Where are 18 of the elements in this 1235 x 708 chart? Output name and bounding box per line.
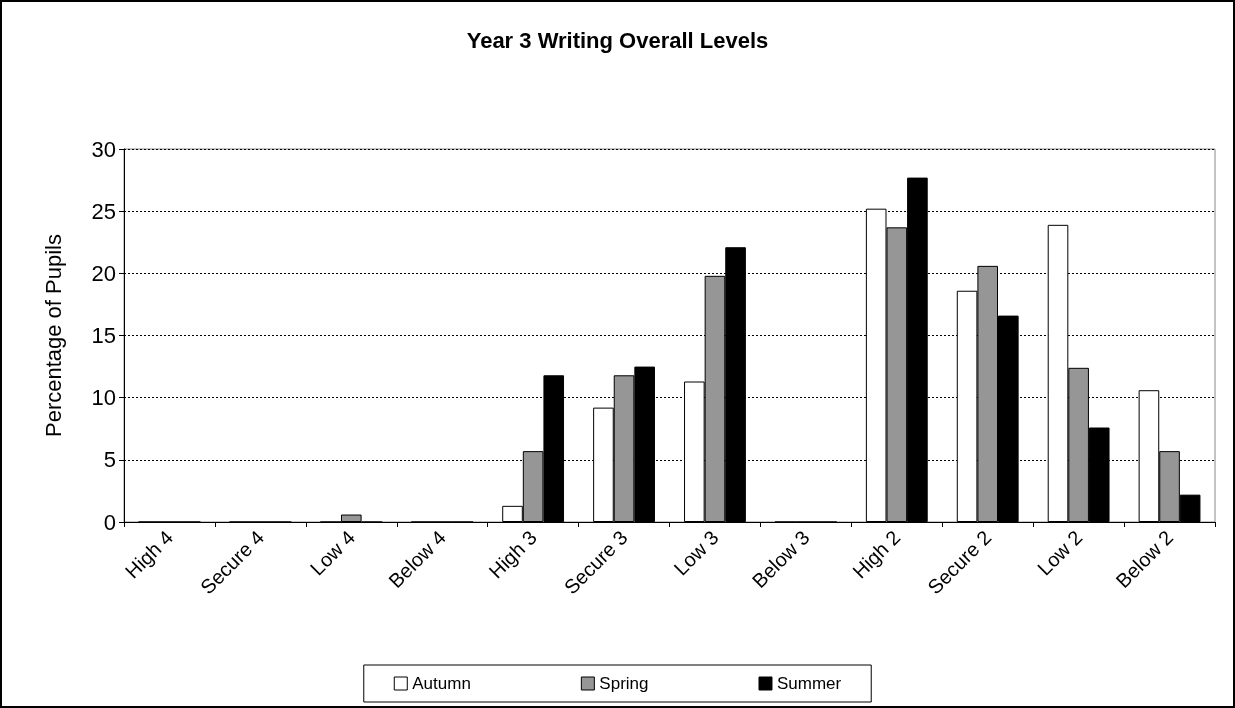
x-tick-label: Low 4: [305, 526, 360, 580]
y-tick-label: 30: [91, 136, 116, 162]
y-tick-label: 5: [103, 447, 116, 473]
y-tick-label: 10: [91, 385, 116, 411]
legend-label: Spring: [599, 674, 649, 693]
x-tick-label: High 3: [484, 526, 541, 583]
y-tick-label: 20: [91, 260, 116, 286]
x-tick-label: Low 3: [669, 526, 723, 580]
chart-title: Year 3 Writing Overall Levels: [466, 27, 769, 53]
y-tick-label: 25: [91, 198, 116, 224]
y-tick-label: 15: [91, 323, 116, 348]
x-tick-label: High 4: [120, 526, 178, 583]
legend-label: Autumn: [412, 674, 471, 693]
x-tick-label: High 2: [848, 526, 905, 583]
x-tick-label: Low 2: [1033, 526, 1087, 580]
y-axis-title: Percentage of Pupils: [40, 233, 66, 438]
y-tick-label: 0: [103, 509, 116, 535]
legend-label: Summer: [777, 674, 842, 693]
